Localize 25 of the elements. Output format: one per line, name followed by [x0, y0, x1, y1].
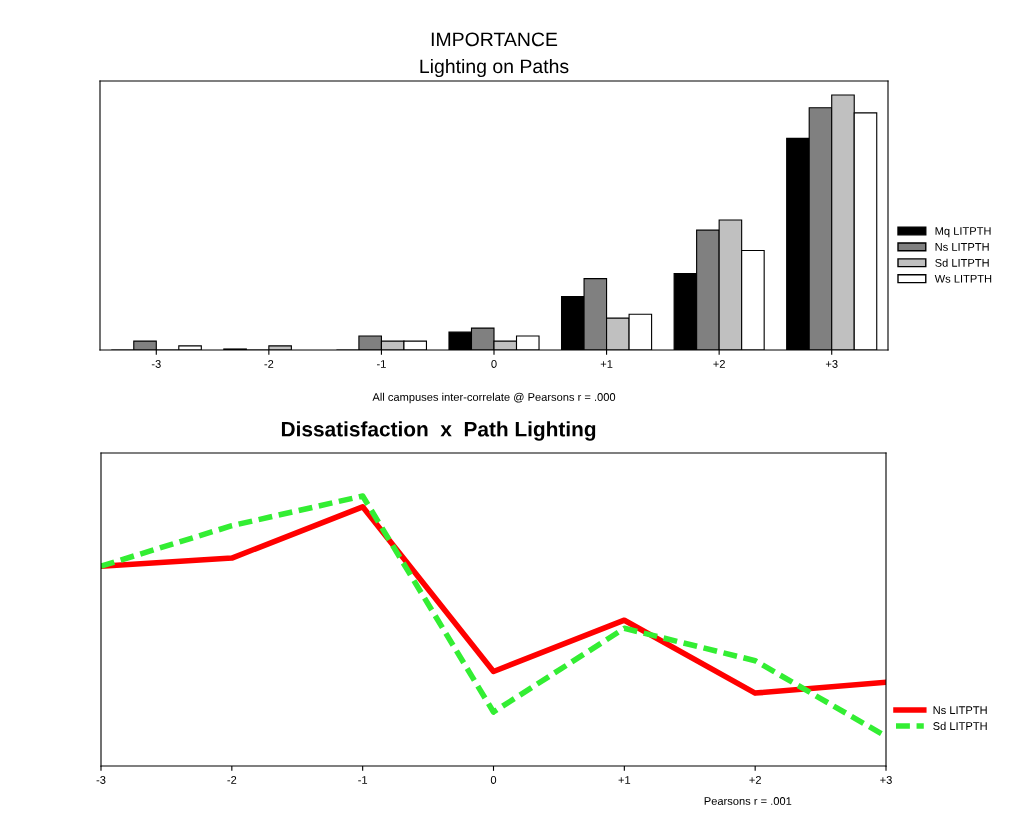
x-tick-label: +3	[880, 776, 892, 784]
legend-label: Mq LITPTH	[935, 227, 991, 238]
x-tick-label: -3	[151, 360, 161, 368]
x-tick-label: -1	[358, 776, 368, 784]
text: Pearsons r = .001	[704, 797, 792, 805]
legend-label: Ws LITPTH	[934, 274, 992, 283]
legend-label: Ns LITPTH	[933, 706, 987, 715]
x-tick-label: -1	[376, 360, 386, 368]
x-tick-label: +3	[825, 360, 838, 368]
x-tick-label: +2	[713, 360, 725, 368]
x-tick-label: -2	[227, 776, 237, 784]
x-tick-label: 0	[490, 776, 497, 784]
x-tick-label: -3	[96, 776, 106, 784]
legend-label: Sd LITPTH	[935, 258, 989, 267]
text: All campuses inter-correlate @ Pearsons r = .000	[372, 392, 616, 404]
x-tick-label: -2	[264, 360, 274, 368]
x-tick-label: 0	[491, 360, 497, 368]
chart-subtitle: Lighting on Paths	[420, 58, 569, 78]
chart-title: IMPORTANCE	[431, 32, 558, 47]
x-tick-label: +2	[749, 776, 761, 784]
legend-label: Ns LITPTH	[935, 243, 989, 251]
x-tick-label: +1	[600, 360, 613, 368]
chart-title: Dissatisfaction x Path Lighting	[281, 421, 596, 441]
legend-label: Sd LITPTH	[933, 721, 987, 730]
x-tick-label: +1	[618, 776, 631, 784]
